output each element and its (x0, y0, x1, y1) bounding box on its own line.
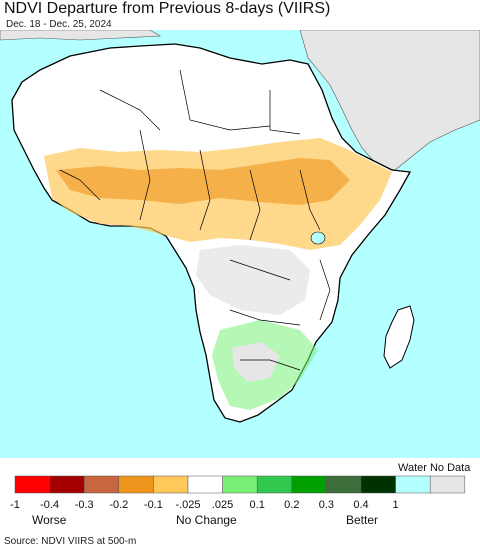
legend-tick-label: 0.1 (250, 499, 265, 511)
legend-tick-label: 1 (393, 499, 399, 511)
lake-victoria (310, 231, 326, 245)
legend-swatch (326, 475, 362, 494)
legend-swatch (153, 475, 189, 494)
central-no-data (196, 245, 310, 315)
legend-tick-label: -0.3 (75, 499, 94, 511)
legend-swatch (395, 475, 431, 494)
legend-tick-label: .025 (212, 499, 233, 511)
legend-swatch (49, 475, 85, 494)
legend-ticks: -1 -0.4 -0.3 -0.2 -0.1 -.025 .025 0.1 0.2 0.3 0.4 1 (10, 499, 399, 511)
legend-tick-label: 0.4 (353, 499, 368, 511)
legend-tick-label: -0.2 (109, 499, 128, 511)
legend-tick-label: -0.1 (144, 499, 163, 511)
legend-swatches (14, 475, 466, 494)
legend-swatch (360, 475, 396, 494)
legend-tick-label: -0.4 (40, 499, 59, 511)
legend-tick-label: -1 (10, 499, 20, 511)
madagascar (383, 305, 415, 369)
source-note: Source: NDVI VIIRS at 500-m (4, 536, 137, 547)
legend: Water No Data -1 -0.4 -0.3 -0.2 -0.1 -.025 .02… (10, 462, 471, 527)
europe-land (0, 30, 162, 41)
date-range: Dec. 18 - Dec. 25, 2024 (6, 19, 112, 30)
country-borders (59, 69, 331, 371)
legend-tick-label: 0.3 (319, 499, 334, 511)
legend-swatch (83, 475, 120, 494)
map-title: NDVI Departure from Previous 8-days (VII… (4, 0, 331, 17)
legend-swatch (291, 475, 327, 494)
legend-worse-label: Worse (32, 513, 67, 527)
legend-swatch (222, 475, 258, 494)
legend-no-change-label: No Change (176, 513, 237, 527)
legend-swatch (118, 475, 154, 494)
africa-ndvi-map (0, 30, 480, 458)
kalahari-no-data (232, 342, 280, 382)
sahel-strong-decline (56, 158, 350, 205)
legend-swatch (256, 475, 293, 494)
legend-swatch (429, 475, 466, 494)
legend-tick-label: -.025 (175, 499, 200, 511)
legend-swatch (14, 475, 50, 494)
legend-water-no-data-label: Water No Data (398, 462, 471, 474)
legend-tick-label: 0.2 (284, 499, 299, 511)
legend-swatch (187, 475, 223, 494)
legend-better-label: Better (346, 513, 378, 527)
